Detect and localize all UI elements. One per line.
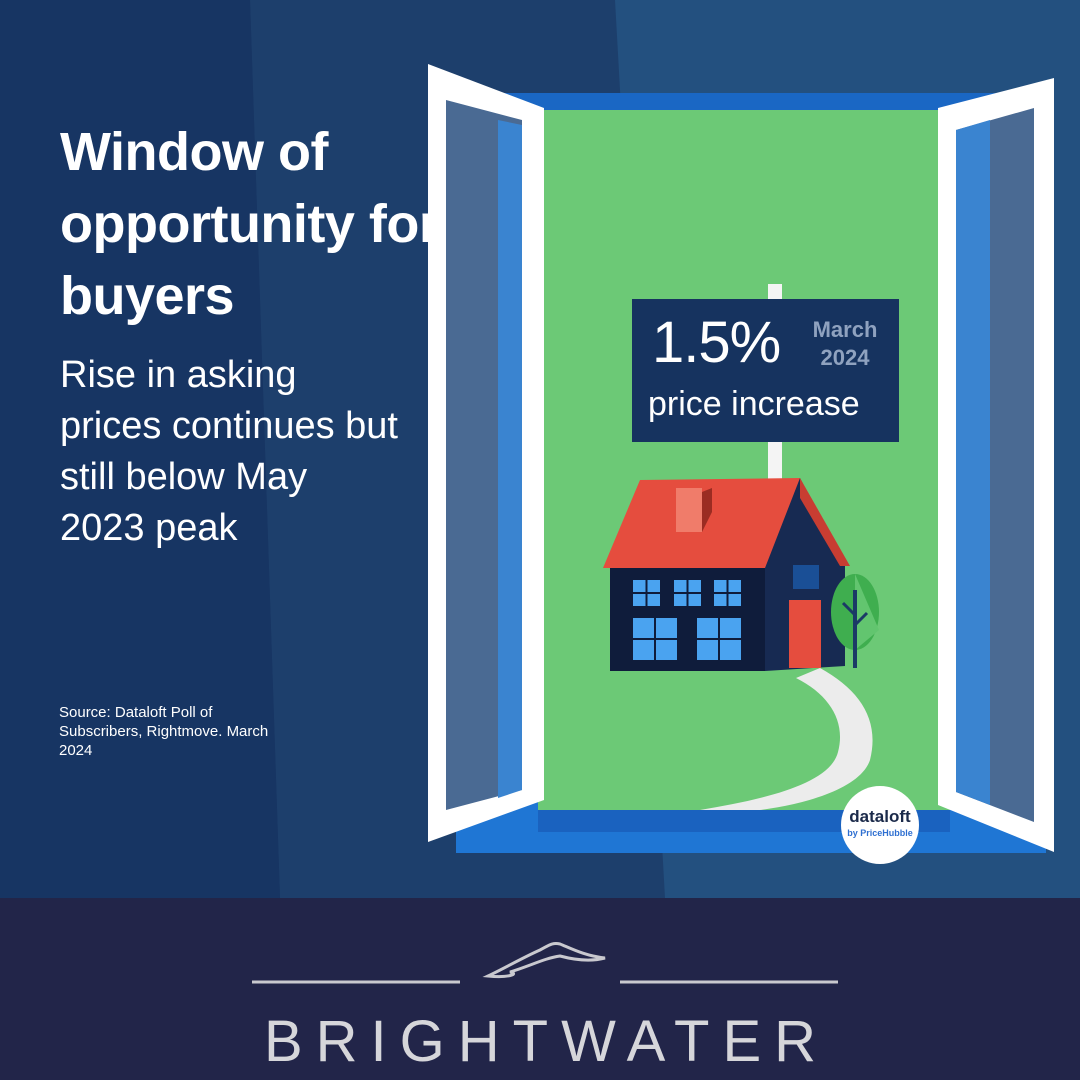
house-illustration	[603, 478, 850, 671]
price-percentage: 1.5%	[652, 310, 781, 375]
badge-name: dataloft	[849, 807, 911, 826]
sign-date: March 2024	[798, 316, 892, 372]
bird-logo-icon	[252, 942, 838, 984]
subheadline: Rise in asking prices continues but stil…	[60, 354, 398, 549]
dataloft-badge: dataloft by PriceHubble	[841, 786, 919, 864]
background-illustration	[428, 0, 1080, 898]
footer-bar: BRIGHTWATER	[0, 898, 1080, 1080]
path	[700, 668, 873, 810]
right-shutter	[938, 78, 1054, 852]
sign-year: 2024	[820, 345, 870, 370]
brand-name: BRIGHTWATER	[263, 1009, 830, 1074]
sign-month: March	[812, 317, 878, 342]
left-shutter	[428, 64, 544, 842]
sign-caption: price increase	[648, 385, 860, 423]
source-note: Source: Dataloft Poll of Subscribers, Ri…	[59, 704, 269, 759]
headline: Window of opportunity for buyers	[60, 122, 440, 326]
tree-icon	[831, 574, 879, 668]
price-sign: 1.5% March 2024 price increase	[632, 299, 899, 442]
badge-tagline: by PriceHubble	[847, 828, 913, 838]
